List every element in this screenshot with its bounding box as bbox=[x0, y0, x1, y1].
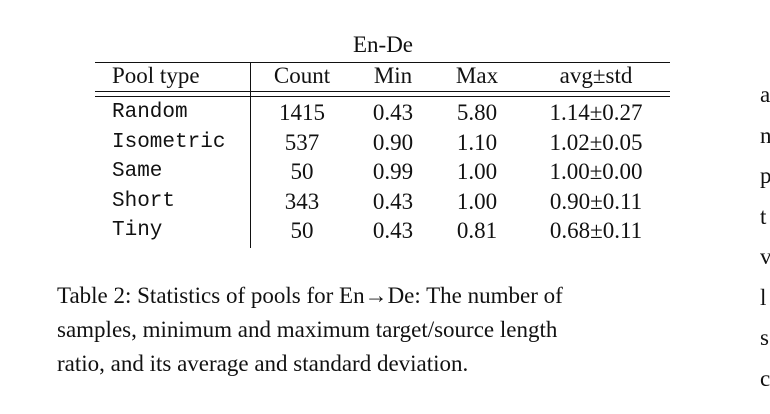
cell: 1.02±0.05 bbox=[549, 129, 643, 155]
header-cell: avg±std bbox=[559, 63, 633, 88]
cell: 1.00 bbox=[456, 188, 498, 214]
side-text: c bbox=[760, 365, 770, 391]
side-text: p bbox=[760, 163, 770, 188]
side-text: a bbox=[760, 82, 770, 107]
header-cell: Count bbox=[273, 63, 331, 88]
cell: 1.00±0.00 bbox=[549, 159, 643, 185]
table-title: En-De bbox=[352, 32, 414, 57]
pool-name: Same bbox=[112, 160, 163, 184]
pool-name: Random bbox=[112, 101, 188, 124]
top-rule bbox=[95, 62, 670, 63]
cell: 0.99 bbox=[372, 159, 414, 185]
side-text: l bbox=[760, 284, 767, 310]
pool-name: Short bbox=[112, 189, 176, 213]
side-text: n bbox=[760, 122, 770, 148]
header-cell: Min bbox=[373, 63, 413, 88]
cell: 1.10 bbox=[456, 129, 498, 155]
caption-line: ratio, and its average and standard devi… bbox=[57, 351, 469, 376]
header-rule bbox=[95, 91, 670, 92]
pool-name: Tiny bbox=[112, 219, 163, 243]
pool-name: Isometric bbox=[112, 130, 226, 154]
cell: 0.68±0.11 bbox=[549, 218, 643, 244]
header-cell: Max bbox=[455, 63, 499, 88]
cell: 50 bbox=[290, 159, 314, 185]
header-cell: Pool type bbox=[112, 63, 200, 88]
cell: 0.90±0.11 bbox=[549, 188, 643, 214]
caption-line: samples, minimum and maximum target/sour… bbox=[57, 317, 558, 342]
cell: 1415 bbox=[279, 100, 325, 125]
cell: 0.43 bbox=[372, 100, 414, 125]
cell: 0.90 bbox=[372, 129, 414, 155]
side-text: s bbox=[760, 325, 769, 350]
cell: 1.00 bbox=[456, 159, 498, 185]
cell: 0.81 bbox=[456, 218, 498, 244]
column-rule bbox=[250, 62, 251, 248]
cell: 5.80 bbox=[456, 100, 498, 125]
cell: 343 bbox=[284, 188, 320, 214]
cell: 0.43 bbox=[372, 188, 414, 214]
cell: 50 bbox=[290, 218, 314, 244]
cell: 537 bbox=[284, 129, 320, 155]
side-text: v bbox=[760, 244, 770, 269]
caption-line: Table 2: Statistics of pools for En→De: … bbox=[57, 283, 563, 308]
header-rule bbox=[95, 96, 670, 97]
side-text: t bbox=[760, 203, 767, 229]
cell: 0.43 bbox=[372, 218, 414, 244]
cell: 1.14±0.27 bbox=[549, 100, 643, 125]
